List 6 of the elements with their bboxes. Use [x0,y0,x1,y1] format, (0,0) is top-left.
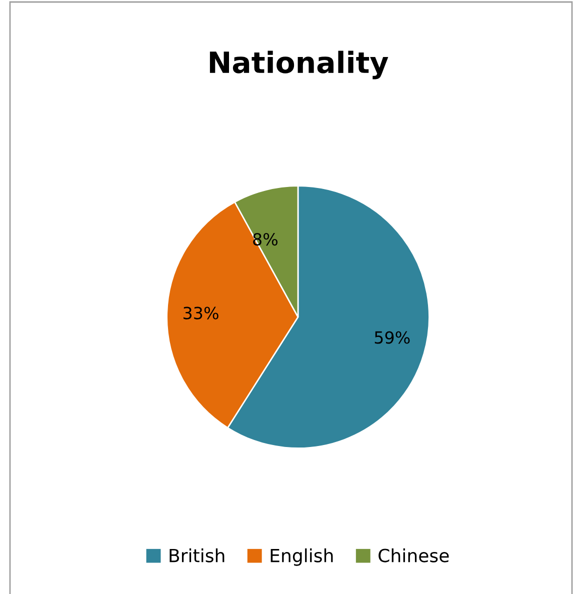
legend-label: British [170,548,224,562]
legend-label: Chinese [378,548,449,562]
legend-label: English [270,548,333,566]
data-label: 33% [184,306,218,320]
chart-title: Nationality [210,50,388,80]
data-label: 59% [374,331,410,344]
